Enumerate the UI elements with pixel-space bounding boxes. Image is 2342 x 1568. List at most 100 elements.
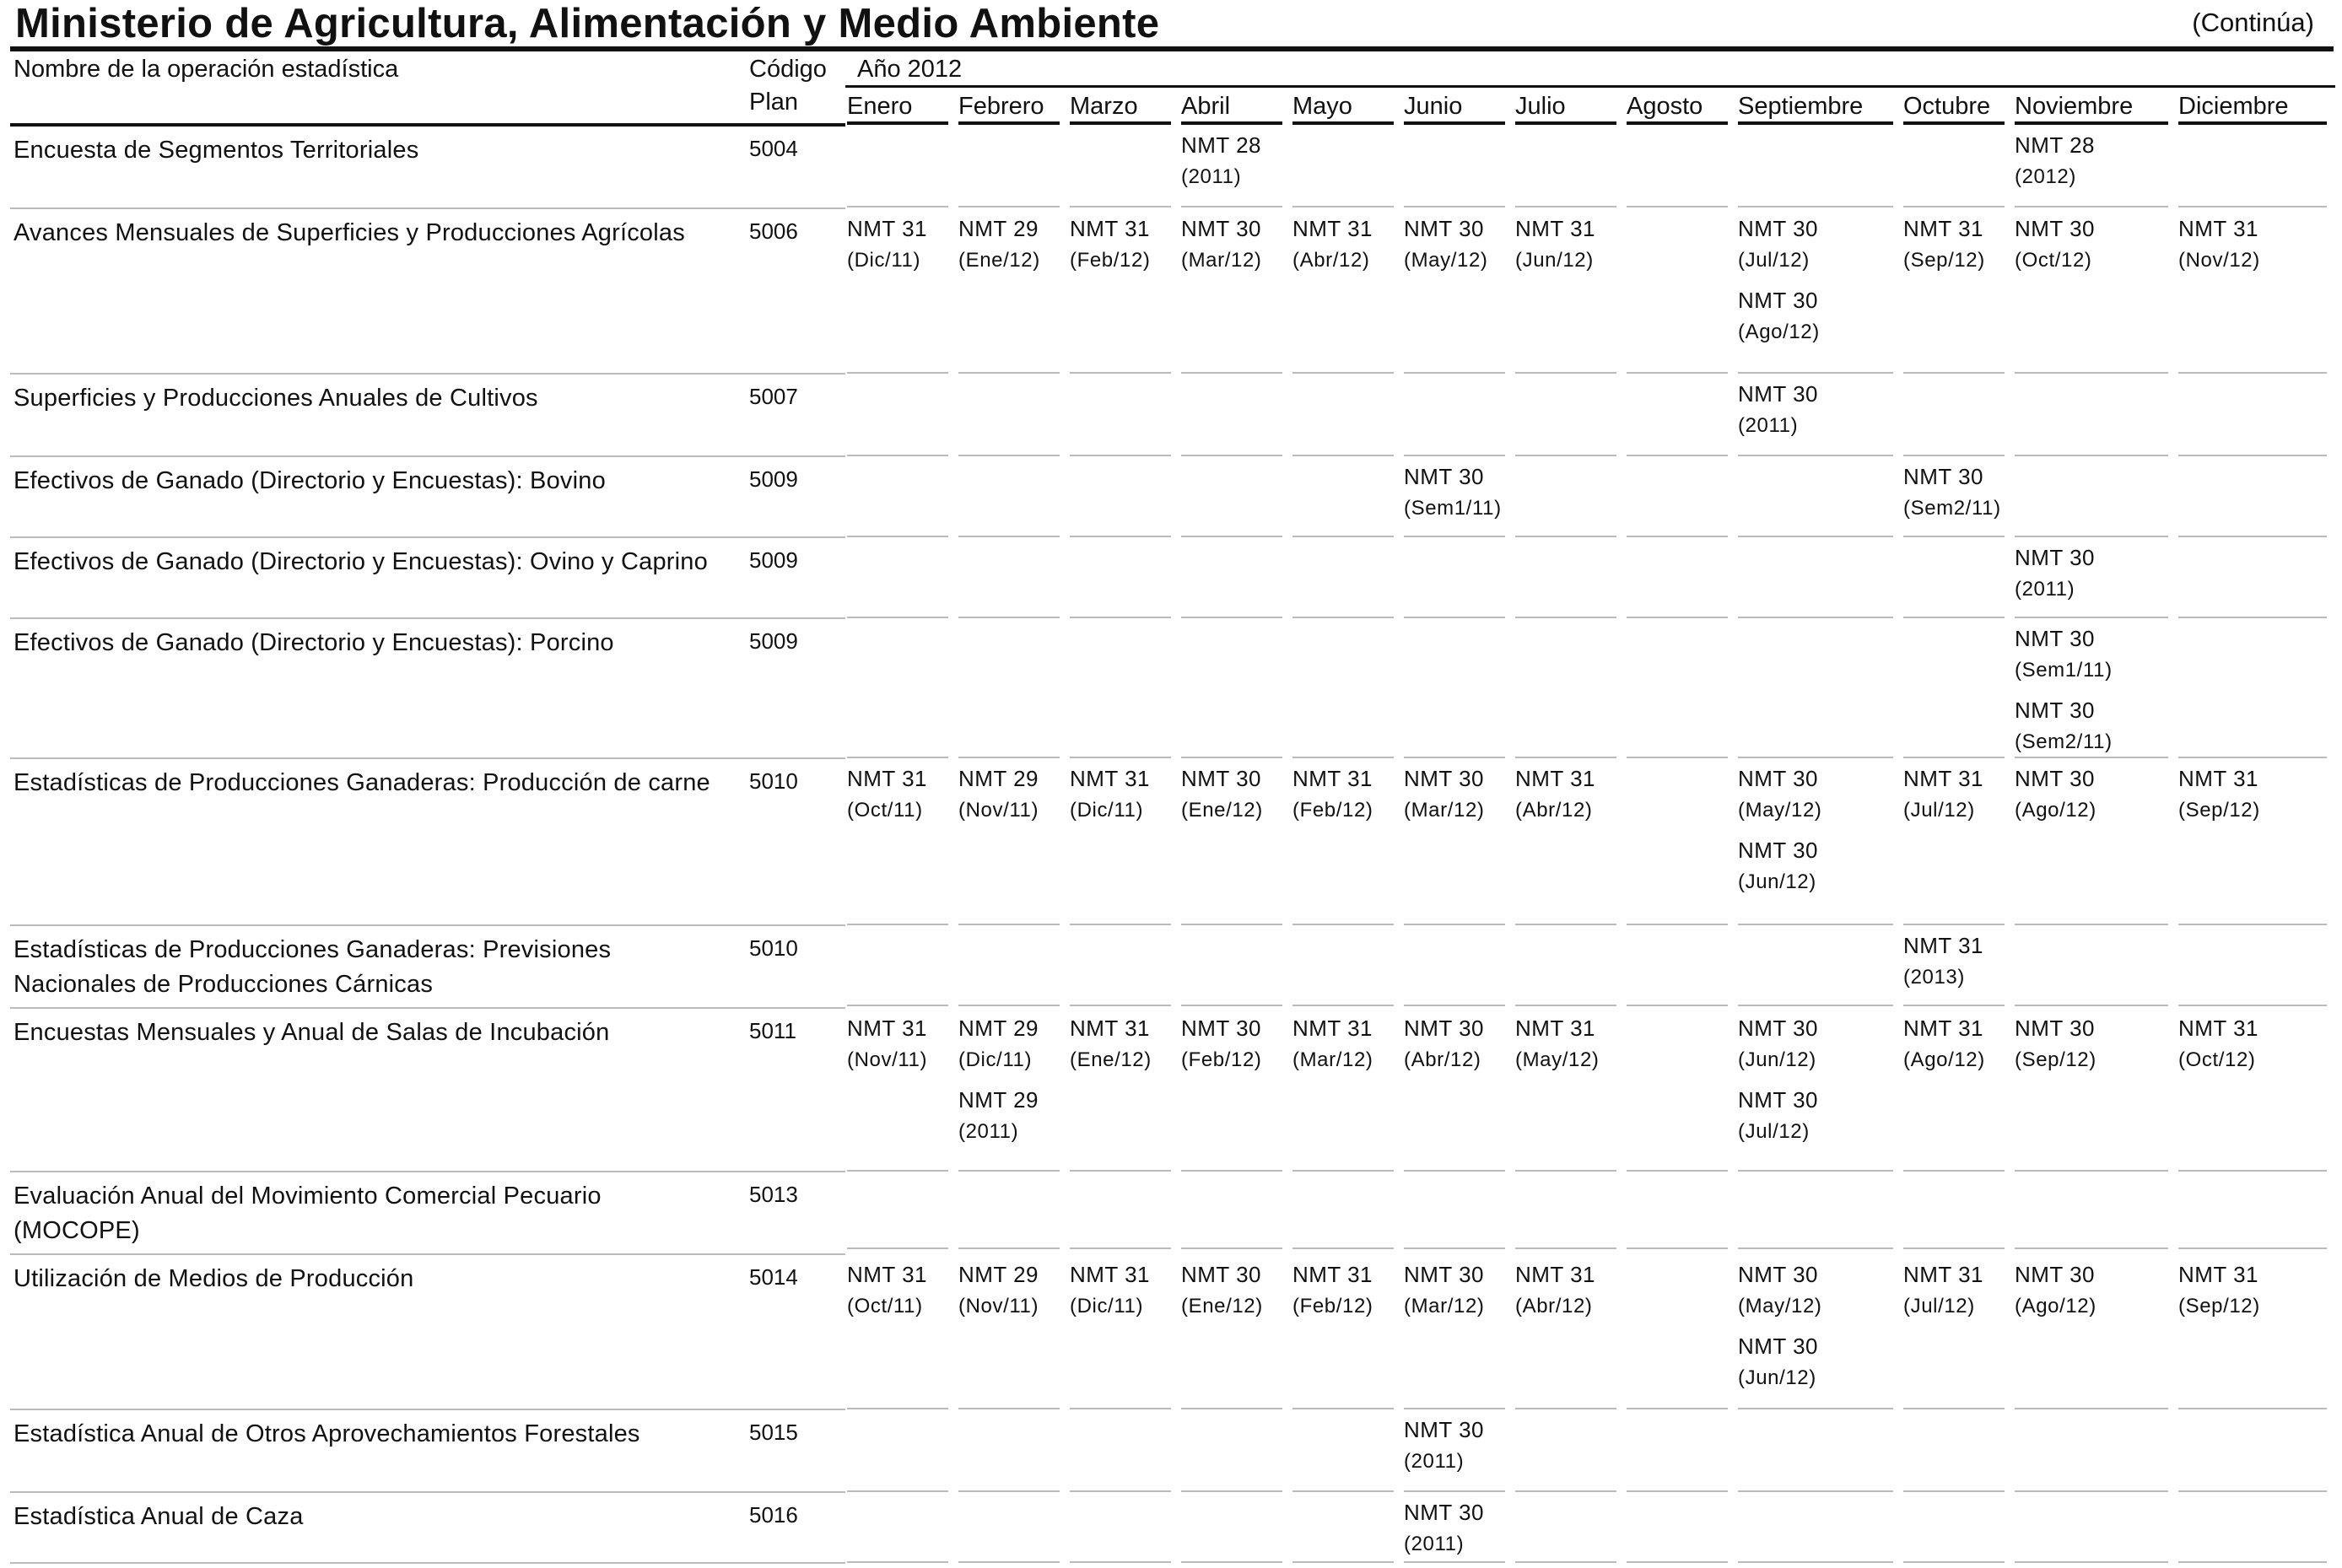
month-cell-content: NMT 30 (Jun/12) NMT 30 (Jul/12): [1738, 1008, 1893, 1172]
plan-code: 5009: [737, 456, 845, 538]
reference-period: (Sem2/11): [2015, 730, 2113, 753]
release-entry: NMT 30 (2011): [1404, 1414, 1505, 1486]
month-cell-marzo: [1068, 925, 1179, 1008]
release-date: NMT 30: [1181, 1016, 1261, 1041]
month-cell-septiembre: NMT 30 (May/12) NMT 30 (Jun/12): [1736, 758, 1902, 925]
month-cell-content: [1404, 1172, 1505, 1249]
release-date: NMT 31: [1903, 1262, 1983, 1287]
month-header-mayo: Mayo: [1291, 87, 1402, 125]
operation-name: Estadística Anual de Caza: [10, 1492, 737, 1564]
month-cell-agosto: [1625, 758, 1736, 925]
reference-period: (Jun/12): [1738, 1366, 1816, 1389]
plan-code: 5009: [737, 537, 845, 619]
release-entry: NMT 29 (Dic/11): [958, 1013, 1060, 1085]
release-date: NMT 30: [2015, 1262, 2095, 1287]
reference-period: (Abr/12): [1515, 1295, 1593, 1317]
month-cell-content: [2178, 618, 2328, 758]
table-row: Encuesta de Segmentos Territoriales 5004 N…: [10, 125, 2335, 209]
release-date: NMT 30: [2015, 1016, 2095, 1041]
month-cell-noviembre: NMT 30 (2011): [2013, 537, 2177, 618]
month-cell-content: [847, 1172, 948, 1249]
release-date: NMT 31: [1515, 1262, 1595, 1287]
month-cell-octubre: NMT 31 (Sep/12): [1902, 208, 2013, 374]
month-cell-febrero: [957, 125, 1068, 208]
reference-period: (Ago/12): [1738, 321, 1820, 343]
month-cell-content: [1404, 618, 1505, 758]
release-date: NMT 28: [1181, 132, 1261, 158]
month-cell-content: [1181, 618, 1282, 758]
month-cell-marzo: NMT 31 (Ene/12): [1068, 1008, 1179, 1172]
release-entry: NMT 30 (Mar/12): [1404, 1259, 1505, 1331]
month-cell-content: NMT 31 (Abr/12): [1515, 1254, 1616, 1409]
reference-period: (Jul/12): [1903, 1295, 1975, 1317]
operation-name: Superficies y Producciones Anuales de Cu…: [10, 374, 737, 457]
month-cell-noviembre: [2013, 374, 2177, 456]
month-cell-content: NMT 29 (Nov/11): [958, 758, 1060, 925]
month-cell-content: [1292, 456, 1394, 537]
month-header-abril: Abril: [1179, 87, 1291, 125]
month-cell-content: [958, 618, 1060, 758]
ministry-title: Ministerio de Agricultura, Alimentación …: [15, 1, 1160, 46]
month-cell-content: [1070, 618, 1171, 758]
release-date: NMT 30: [1404, 464, 1484, 489]
operation-name: Avances Mensuales de Superficies y Produ…: [10, 208, 737, 374]
month-cell-agosto: [1625, 537, 1736, 618]
month-cell-content: [1627, 125, 1728, 207]
month-cell-content: NMT 31 (Nov/11): [847, 1008, 948, 1172]
reference-period: (Jul/12): [1738, 1120, 1810, 1143]
reference-period: (Dic/11): [1070, 1295, 1144, 1317]
month-cell-content: NMT 31 (Abr/12): [1515, 758, 1616, 925]
month-cell-mayo: NMT 31 (Feb/12): [1291, 1254, 1402, 1409]
reference-period: (Ago/12): [2015, 799, 2096, 822]
month-cell-content: [2178, 374, 2328, 456]
calendar-table: Nombre de la operación estadística Códig…: [10, 51, 2336, 1564]
month-cell-julio: NMT 31 (May/12): [1514, 1008, 1625, 1172]
month-cell-febrero: [957, 1409, 1068, 1492]
reference-period: (Sem2/11): [1903, 497, 2001, 520]
release-entry: NMT 29 (Nov/11): [958, 763, 1060, 835]
release-entry: NMT 30 (Ago/12): [2015, 763, 2168, 835]
plan-code: 5013: [737, 1172, 845, 1255]
month-cell-content: NMT 31 (Feb/12): [1070, 208, 1171, 374]
month-cell-content: [1738, 618, 1893, 758]
release-date: NMT 30: [1738, 1016, 1818, 1041]
release-entry: NMT 31 (May/12): [1515, 1013, 1616, 1085]
release-date: NMT 30: [1903, 464, 1983, 489]
month-cell-content: [1292, 618, 1394, 758]
month-cell-abril: NMT 30 (Ene/12): [1179, 758, 1291, 925]
month-header-enero: Enero: [845, 87, 957, 125]
month-cell-febrero: NMT 29 (Nov/11): [957, 1254, 1068, 1409]
month-cell-abril: NMT 28 (2011): [1179, 125, 1291, 208]
plan-code: 5014: [737, 1254, 845, 1410]
release-date: NMT 30: [1404, 766, 1484, 791]
month-cell-content: [1070, 125, 1171, 207]
col-header-name-label: Nombre de la operación estadística: [13, 56, 399, 83]
month-cell-content: NMT 31 (Sep/12): [2178, 1254, 2328, 1409]
month-cell-content: NMT 30 (2011): [1404, 1409, 1505, 1492]
month-cell-febrero: [957, 374, 1068, 456]
month-cell-content: NMT 29 (Ene/12): [958, 208, 1060, 374]
release-date: NMT 31: [847, 216, 927, 241]
release-entry: NMT 31 (Sep/12): [2178, 763, 2327, 835]
reference-period: (Ene/12): [1070, 1048, 1152, 1071]
release-date: NMT 30: [2015, 698, 2095, 723]
month-header-julio: Julio: [1514, 87, 1625, 125]
release-entry: NMT 30 (May/12): [1738, 1259, 1893, 1331]
month-cell-content: NMT 30 (Mar/12): [1404, 1254, 1505, 1409]
reference-period: (Jun/12): [1738, 1048, 1816, 1071]
month-cell-septiembre: [1736, 456, 1902, 537]
month-cell-junio: [1402, 125, 1514, 208]
release-entry: NMT 30 (May/12): [1404, 213, 1505, 285]
month-header-label: Diciembre: [2178, 91, 2328, 125]
release-entry: NMT 30 (Abr/12): [1404, 1013, 1505, 1085]
month-cell-diciembre: NMT 31 (Sep/12): [2177, 758, 2335, 925]
header-row-1: Nombre de la operación estadística Códig…: [10, 51, 2336, 127]
reference-period: (Abr/12): [1515, 799, 1593, 822]
month-cell-content: [847, 374, 948, 456]
month-cell-julio: [1514, 925, 1625, 1008]
month-cell-content: NMT 31 (Oct/11): [847, 758, 948, 925]
release-entry: NMT 31 (Oct/11): [847, 763, 948, 835]
month-cell-enero: [845, 374, 957, 456]
month-cell-content: [1627, 618, 1728, 758]
release-date: NMT 31: [1070, 766, 1150, 791]
